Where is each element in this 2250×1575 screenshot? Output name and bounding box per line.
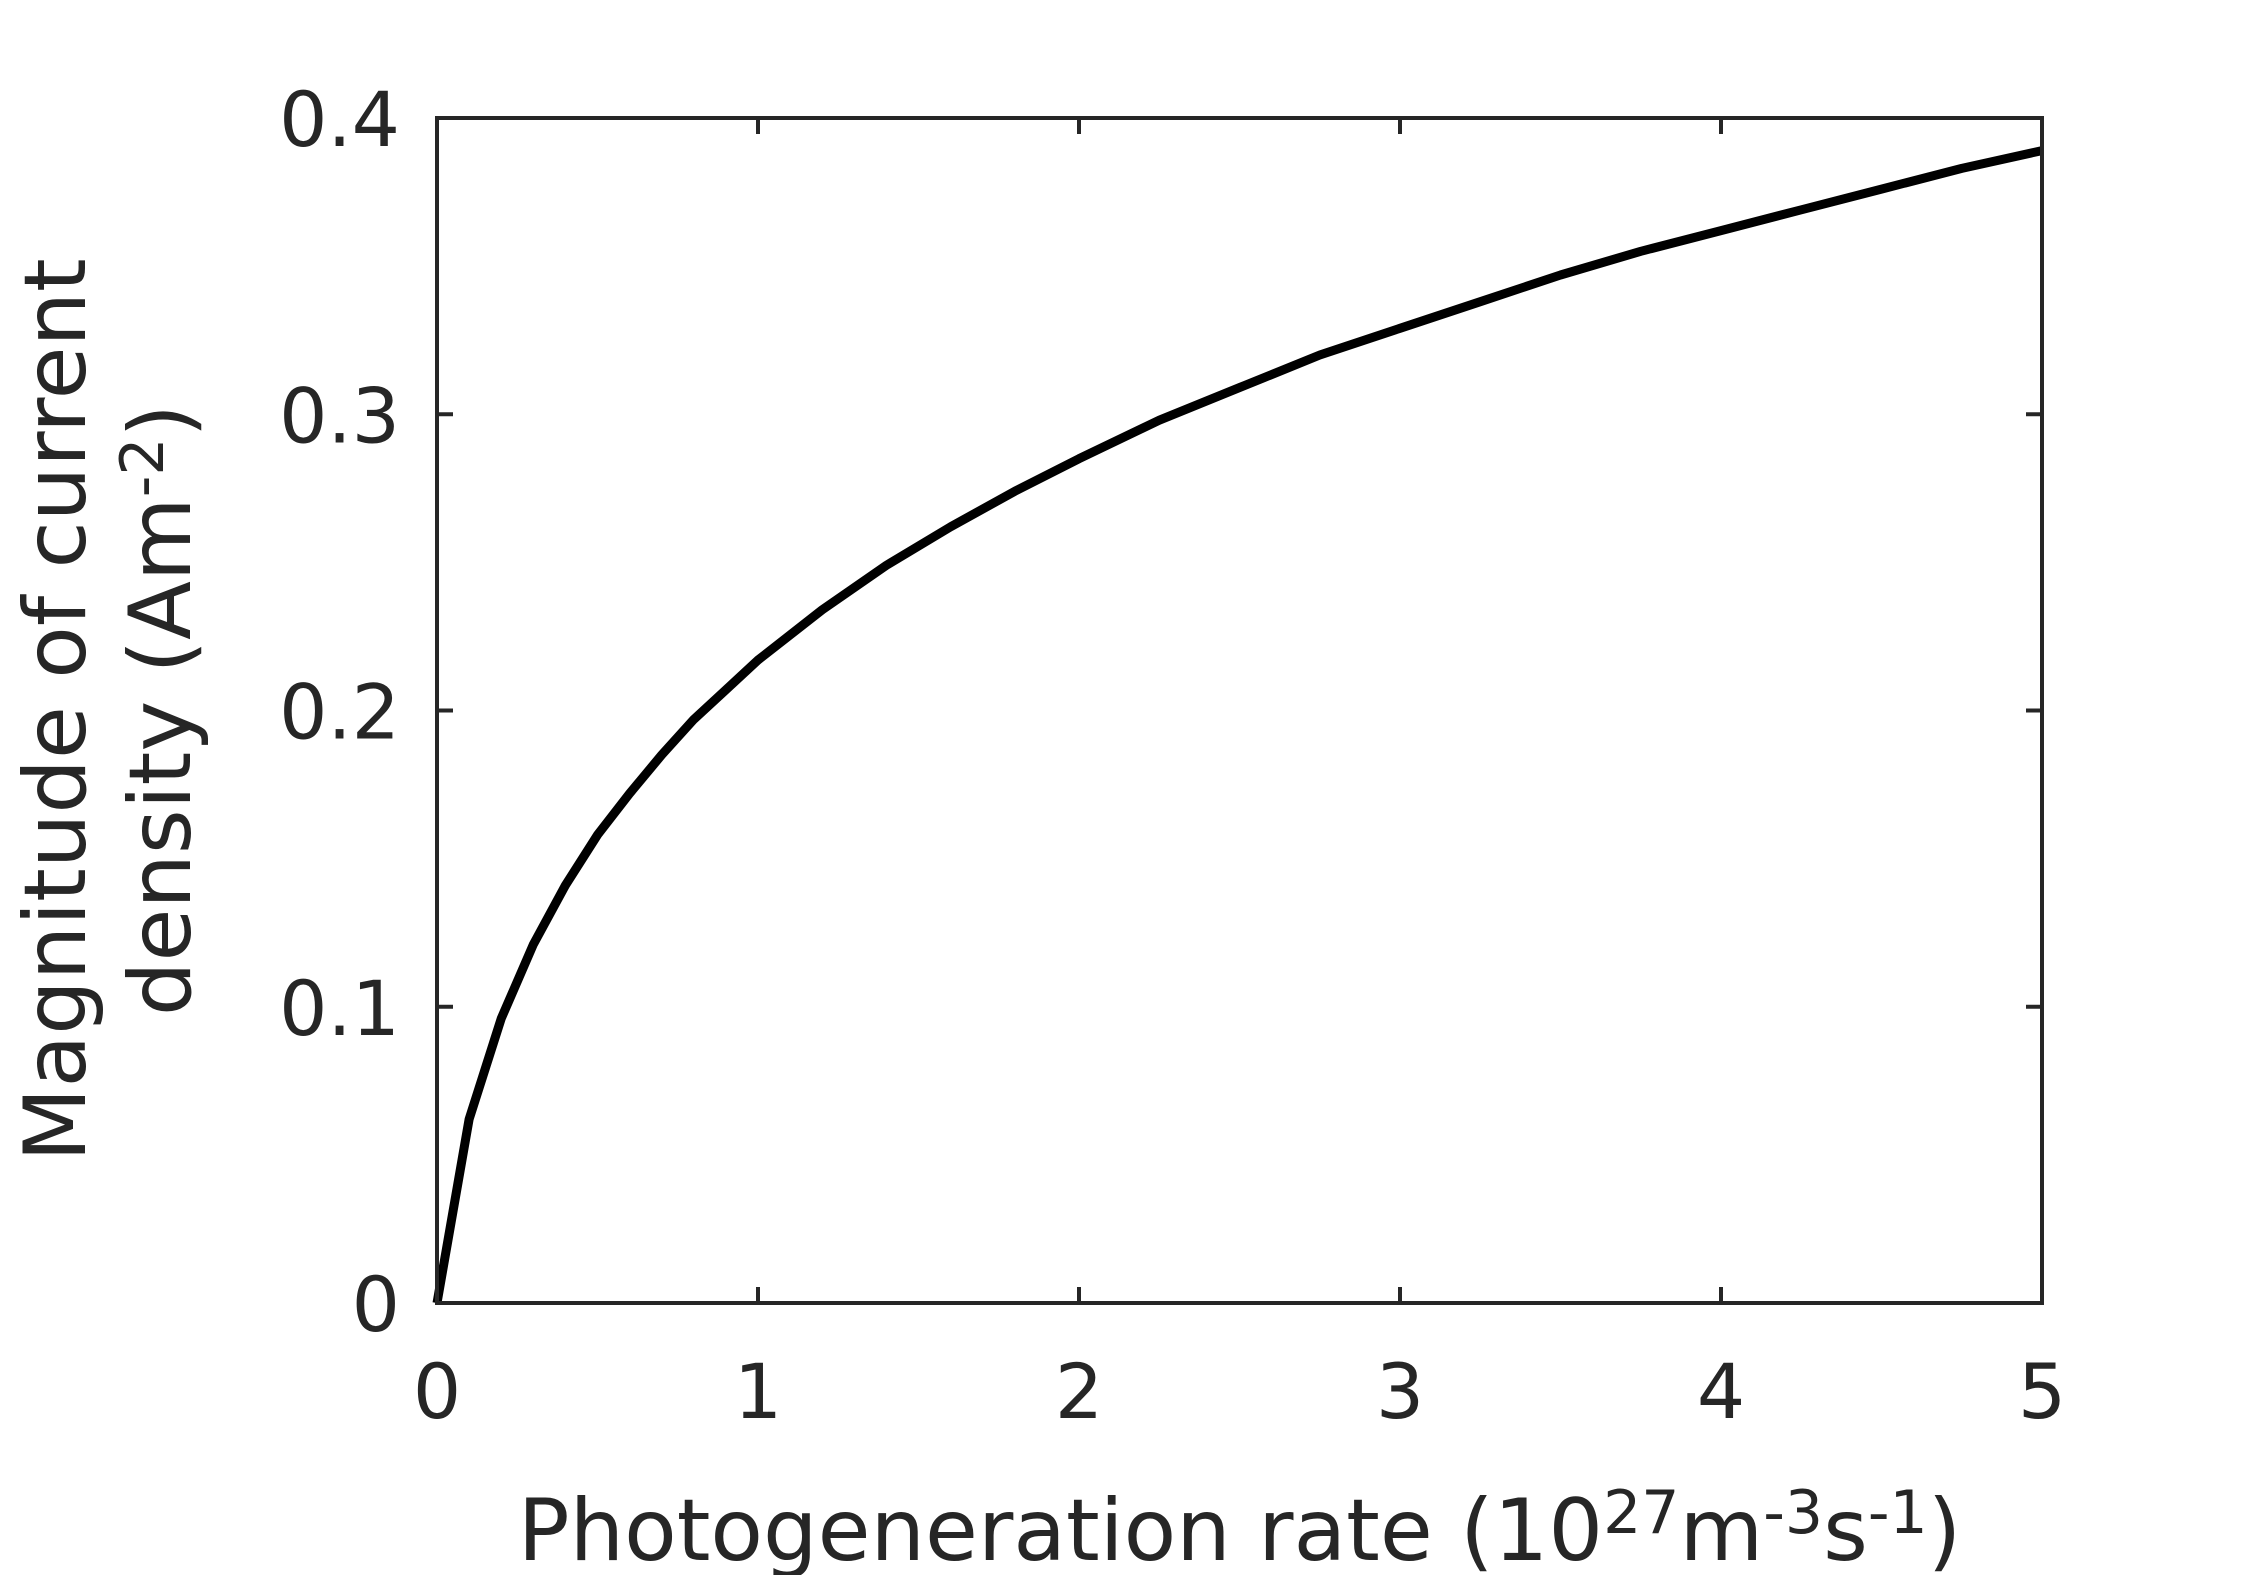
y-tick-label: 0.1 — [279, 964, 400, 1053]
y-tick-label: 0 — [352, 1260, 400, 1349]
y-tick-label: 0.3 — [279, 371, 400, 460]
x-tick-label: 3 — [1376, 1347, 1424, 1436]
y-tick-label: 0.2 — [279, 668, 400, 757]
x-tick-label: 1 — [734, 1347, 782, 1436]
y-axis-label: Magnitude of current density (Am-2) — [6, 258, 211, 1161]
x-tick-label: 2 — [1055, 1347, 1103, 1436]
y-axis-label-line1: Magnitude of current — [6, 258, 106, 1161]
x-tick-label: 4 — [1697, 1347, 1745, 1436]
x-tick-label: 0 — [413, 1347, 461, 1436]
series-line — [432, 146, 2043, 1304]
axes-box — [435, 116, 2044, 1305]
y-tick-label: 0.4 — [279, 75, 400, 164]
x-axis-label: Photogeneration rate (1027m-3s-1) — [518, 1478, 1962, 1575]
y-axis-label-line2: density (Am-2) — [108, 404, 211, 1016]
tick-labels: 0 1 2 3 4 5 0 0.1 0.2 0.3 0.4 — [279, 75, 2066, 1436]
x-tick-label: 5 — [2018, 1347, 2066, 1436]
series-group — [432, 146, 2043, 1304]
plot-area — [437, 118, 2042, 1303]
